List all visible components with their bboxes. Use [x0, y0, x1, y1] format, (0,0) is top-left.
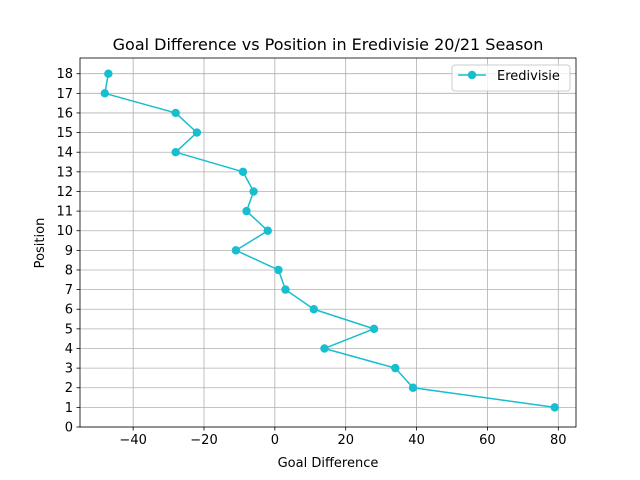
y-tick-label: 8: [65, 263, 73, 278]
axes-frame: [79, 57, 577, 428]
y-tick-label: 17: [56, 87, 73, 102]
series-layer: [100, 69, 559, 412]
data-point: [100, 89, 110, 98]
data-point: [104, 69, 113, 78]
y-tick-label: 2: [65, 381, 73, 396]
data-point: [238, 167, 248, 177]
data-point: [320, 344, 329, 353]
x-tick-label: 40: [408, 433, 425, 448]
y-tick-label: 3: [65, 362, 73, 377]
y-tick-label: 16: [56, 106, 73, 121]
data-point: [263, 226, 272, 235]
data-point: [408, 383, 418, 392]
y-tick-label: 9: [65, 244, 73, 259]
data-point: [171, 108, 180, 118]
y-tick-label: 18: [56, 67, 73, 82]
legend-label-eredivisie: Eredivisie: [497, 69, 560, 84]
data-point: [369, 324, 379, 334]
data-point: [171, 148, 180, 157]
y-tick-label: 0: [65, 421, 73, 436]
y-tick-label: 11: [56, 205, 73, 220]
tick-layer: −40 −20 0 20 40 60 800123456789101112131415161…: [56, 67, 566, 448]
series-line-eredivisie: [104, 73, 555, 409]
y-tick-label: 4: [65, 342, 73, 357]
y-tick-label: 12: [56, 185, 73, 200]
data-point: [242, 206, 251, 216]
plot-frame: [79, 57, 577, 428]
x-tick-label: −20: [190, 433, 217, 448]
data-point: [274, 265, 283, 275]
x-tick-label: −40: [119, 433, 146, 448]
data-point: [550, 403, 559, 412]
y-axis-label: Position: [33, 218, 48, 269]
x-tick-label: 60: [479, 433, 496, 448]
data-point: [231, 246, 241, 255]
legend: Eredivisie: [451, 64, 571, 92]
y-tick-label: 14: [56, 146, 73, 161]
data-point: [249, 187, 258, 196]
y-tick-label: 1: [65, 401, 73, 416]
data-point: [309, 305, 319, 314]
y-tick-label: 15: [56, 126, 73, 141]
x-tick-label: 80: [550, 433, 567, 448]
y-tick-label: 10: [56, 224, 73, 239]
x-tick-label: 0: [271, 433, 279, 448]
chart-title: Goal Difference vs Position in Eredivisi…: [113, 35, 544, 54]
y-tick-label: 7: [65, 283, 73, 298]
x-axis-label: Goal Difference: [278, 456, 379, 471]
data-point: [192, 128, 202, 137]
y-tick-label: 13: [56, 165, 73, 180]
legend-box: [451, 64, 571, 92]
data-point: [391, 363, 400, 373]
y-tick-label: 5: [65, 322, 73, 337]
data-point: [281, 285, 290, 294]
legend-marker-swatch: [467, 70, 477, 80]
y-tick-label: 6: [65, 303, 73, 318]
x-tick-label: 20: [337, 433, 354, 448]
